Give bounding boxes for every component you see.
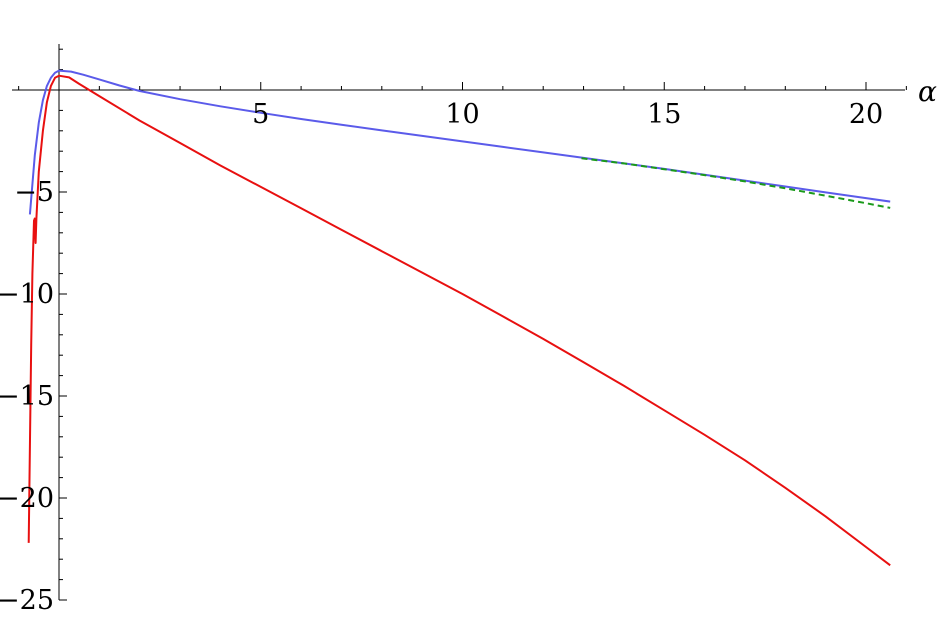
x-tick-label: 10 xyxy=(445,99,479,130)
axes xyxy=(12,44,907,601)
y-tick-label: −15 xyxy=(0,381,54,412)
x-tick-label: 5 xyxy=(252,99,269,130)
x-axis-label: α xyxy=(918,75,937,108)
series-line-1 xyxy=(28,69,891,215)
x-tick-label: 15 xyxy=(647,99,681,130)
y-tick-label: −20 xyxy=(0,483,54,514)
series-line-2 xyxy=(27,74,891,567)
y-tick-label: −25 xyxy=(0,585,54,616)
tick-labels: 5 10 15 20 −5 −10 −15 −20 −25 α xyxy=(0,75,937,616)
series-layer xyxy=(27,69,891,567)
y-tick-label: −5 xyxy=(14,177,54,208)
series-line-3 xyxy=(581,157,891,209)
x-tick-label: 20 xyxy=(849,99,883,130)
y-tick-label: −10 xyxy=(0,279,54,310)
